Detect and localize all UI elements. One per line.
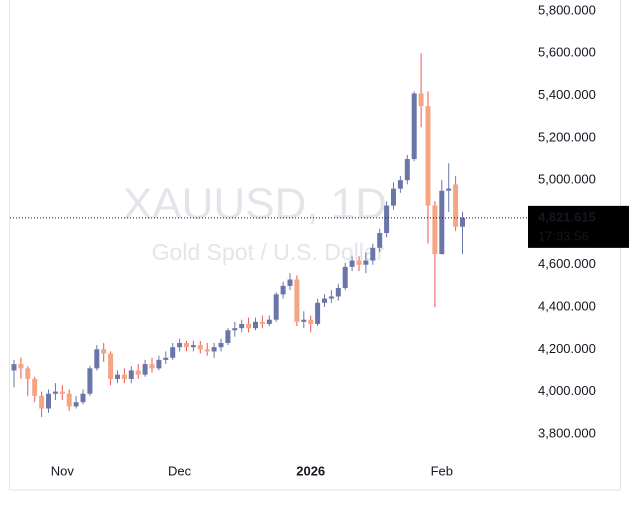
candle-body <box>94 349 100 369</box>
candle-body <box>11 364 17 371</box>
x-tick-label: Feb <box>431 463 453 478</box>
watermark-title: XAUUSD, 1D <box>123 180 387 229</box>
watermark-subtitle: Gold Spot / U.S. Dollar <box>152 239 385 265</box>
y-tick-label: 3,800.000 <box>538 425 596 440</box>
candle-body <box>59 391 65 394</box>
last-price-box <box>528 205 629 248</box>
x-tick-label: Nov <box>51 463 75 478</box>
candle-body <box>356 260 362 265</box>
candle-body <box>253 321 258 329</box>
candle-body <box>280 285 286 295</box>
candle-body <box>184 342 189 348</box>
candle-body <box>446 188 452 191</box>
candle-body <box>121 374 127 379</box>
candle-body <box>46 393 51 409</box>
y-tick-label: 4,200.000 <box>538 341 596 356</box>
candle-body <box>370 247 376 261</box>
candle-body <box>287 279 293 286</box>
candle-body <box>439 190 445 255</box>
candle-body <box>315 302 321 324</box>
candle-body <box>108 353 114 379</box>
y-tick-label: 4,000.000 <box>538 383 596 398</box>
candle-body <box>32 378 38 396</box>
candle-body <box>301 319 307 322</box>
candle-body <box>156 359 162 369</box>
candle-body <box>66 393 72 407</box>
candle-body <box>404 159 410 181</box>
candle-body <box>246 323 252 329</box>
y-tick-label: 5,600.000 <box>538 45 596 60</box>
candle-body <box>204 349 210 352</box>
candle-body <box>418 93 424 107</box>
candle-body <box>225 330 231 343</box>
candle-body <box>52 391 58 394</box>
candle-body <box>190 345 196 348</box>
candle-body <box>411 93 417 160</box>
y-tick-label: 4,600.000 <box>538 256 596 271</box>
candle-body <box>218 342 224 348</box>
candle-body <box>349 260 355 267</box>
candle-body <box>80 393 86 403</box>
y-tick-label: 5,000.000 <box>538 172 596 187</box>
candle-body <box>308 319 314 324</box>
candle-body <box>87 368 93 394</box>
candle-body <box>18 364 24 369</box>
candle-body <box>322 298 327 303</box>
y-tick-label: 4,400.000 <box>538 298 596 313</box>
countdown: 17:33:56 <box>538 228 589 243</box>
candle-body <box>149 364 155 369</box>
y-tick-label: 5,800.000 <box>538 2 596 17</box>
candle-body <box>73 402 79 407</box>
candle-body <box>39 395 45 409</box>
x-tick-label: 2026 <box>296 463 325 478</box>
candle-body <box>177 342 183 348</box>
candle-body <box>239 323 245 329</box>
last-price-label: 4,821.615 <box>538 209 596 224</box>
candle-body <box>363 260 369 265</box>
y-tick-label: 5,200.000 <box>538 129 596 144</box>
candle-body <box>397 180 403 189</box>
y-tick-label: 5,400.000 <box>538 87 596 102</box>
candle-body <box>453 184 459 227</box>
candle-body <box>142 364 148 375</box>
candle-body <box>211 347 217 352</box>
candle-body <box>342 266 348 288</box>
candle-body <box>135 370 141 375</box>
candle-body <box>170 347 176 358</box>
x-tick-label: Dec <box>168 463 192 478</box>
candle-body <box>197 345 203 350</box>
candle-body <box>384 205 390 234</box>
candle-body <box>259 321 265 324</box>
candle-body <box>115 374 120 379</box>
candle-body <box>294 279 300 322</box>
candle-body <box>232 328 238 331</box>
candle-body <box>335 287 341 297</box>
candle-body <box>266 319 272 324</box>
candle-body <box>163 357 169 360</box>
candle-body <box>391 188 396 206</box>
candle-body <box>377 233 383 248</box>
candle-body <box>432 205 438 255</box>
candle-body <box>273 294 279 320</box>
candle-body <box>460 217 465 227</box>
candle-body <box>328 296 334 299</box>
candle-body <box>128 370 134 379</box>
candle-body <box>101 349 107 354</box>
candle-body <box>25 368 31 379</box>
candle-body <box>425 106 431 206</box>
